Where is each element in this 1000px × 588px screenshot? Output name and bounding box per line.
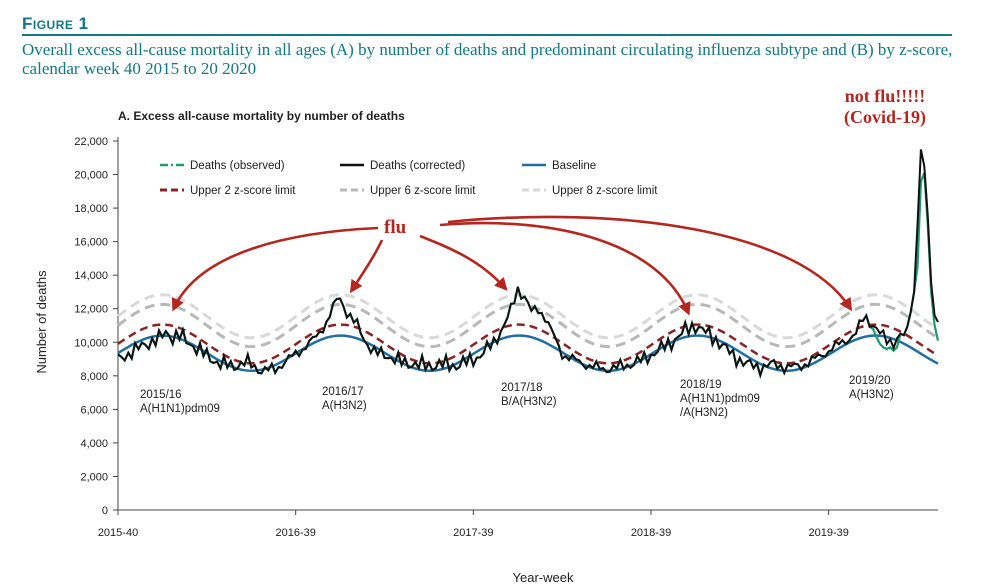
y-tick-label: 0 xyxy=(102,505,108,517)
season-label-line1: 2019/20 xyxy=(849,375,891,387)
season-label-line2: A(H1N1)pdm09 xyxy=(140,403,220,415)
series-upper-2-zscore xyxy=(117,323,939,365)
flu-arrows xyxy=(171,215,853,316)
season-label-line1: 2017/18 xyxy=(501,382,543,394)
flu-arrow xyxy=(171,226,379,312)
chart-title: A. Excess all-cause mortality by number … xyxy=(118,109,405,123)
caption-rule xyxy=(22,34,952,36)
legend-label: Baseline xyxy=(552,160,596,172)
y-tick-label: 12,000 xyxy=(74,304,108,316)
x-axis-title: Year-week xyxy=(513,570,574,585)
y-axis-title: Number of deaths xyxy=(34,270,49,374)
y-tick-label: 16,000 xyxy=(74,237,108,249)
y-tick-label: 10,000 xyxy=(74,337,108,349)
legend-label: Upper 6 z-score limit xyxy=(370,185,476,197)
y-tick-label: 22,000 xyxy=(74,136,108,148)
season-label-line3: /A(H3N2) xyxy=(680,407,728,419)
flu-arrow xyxy=(447,215,853,312)
season-label-line2: A(H3N2) xyxy=(322,400,367,412)
legend-label: Upper 2 z-score limit xyxy=(190,185,296,197)
chart-legend: Deaths (observed) Deaths (corrected) Basel… xyxy=(160,160,658,197)
season-label-line2: A(H1N1)pdm09 xyxy=(680,393,760,405)
season-label-line1: 2015/16 xyxy=(140,389,182,401)
season-label: 2016/17 A(H3N2) xyxy=(322,385,367,413)
legend-label: Deaths (observed) xyxy=(190,160,285,172)
covid-annotation: not flu!!!!! (Covid-19) xyxy=(820,86,950,128)
x-tick-label: 2016-39 xyxy=(275,527,315,539)
season-label-line1: 2018/19 xyxy=(680,379,722,391)
season-label: 2018/19 A(H1N1)pdm09/A(H3N2) xyxy=(680,378,760,420)
y-tick-label: 20,000 xyxy=(74,170,108,182)
flu-arrow xyxy=(419,234,508,291)
y-tick-label: 14,000 xyxy=(74,270,108,282)
legend-label: Upper 8 z-score limit xyxy=(552,185,658,197)
x-tick-label: 2017-39 xyxy=(453,527,493,539)
x-tick-label: 2015-40 xyxy=(98,527,138,539)
season-label: 2017/18 B/A(H3N2) xyxy=(501,381,557,409)
figure-caption: Overall excess all-cause mortality in al… xyxy=(22,40,953,78)
legend-label: Deaths (corrected) xyxy=(370,160,465,172)
chart-axes: 0 2,000 4,000 6,000 8,000 10,000 12,000 14,000 1… xyxy=(74,136,938,539)
flu-arrow xyxy=(349,239,384,294)
season-label-line1: 2016/17 xyxy=(322,386,364,398)
figure-label: Figure 1 xyxy=(22,14,89,33)
series-upper-6-zscore xyxy=(117,302,939,349)
season-label: 2019/20 A(H3N2) xyxy=(849,374,894,402)
season-label-line2: A(H3N2) xyxy=(849,389,894,401)
covid-annotation-line1: not flu!!!!! xyxy=(844,86,926,106)
flu-arrow xyxy=(439,221,691,316)
y-tick-label: 6,000 xyxy=(80,404,108,416)
covid-annotation-line2: (Covid-19) xyxy=(844,107,926,127)
series-upper-8-zscore xyxy=(117,293,939,340)
y-tick-label: 8,000 xyxy=(80,371,108,383)
y-tick-label: 4,000 xyxy=(80,438,108,450)
flu-annotation: flu xyxy=(384,217,407,238)
y-tick-label: 2,000 xyxy=(80,471,108,483)
x-tick-label: 2018-39 xyxy=(631,527,671,539)
series-deaths-corrected xyxy=(117,149,939,379)
season-label: 2015/16 A(H1N1)pdm09 xyxy=(140,388,220,416)
season-label-line2: B/A(H3N2) xyxy=(501,396,557,408)
y-tick-label: 18,000 xyxy=(74,203,108,215)
chart-series xyxy=(117,149,940,380)
x-tick-label: 2019-39 xyxy=(808,527,848,539)
